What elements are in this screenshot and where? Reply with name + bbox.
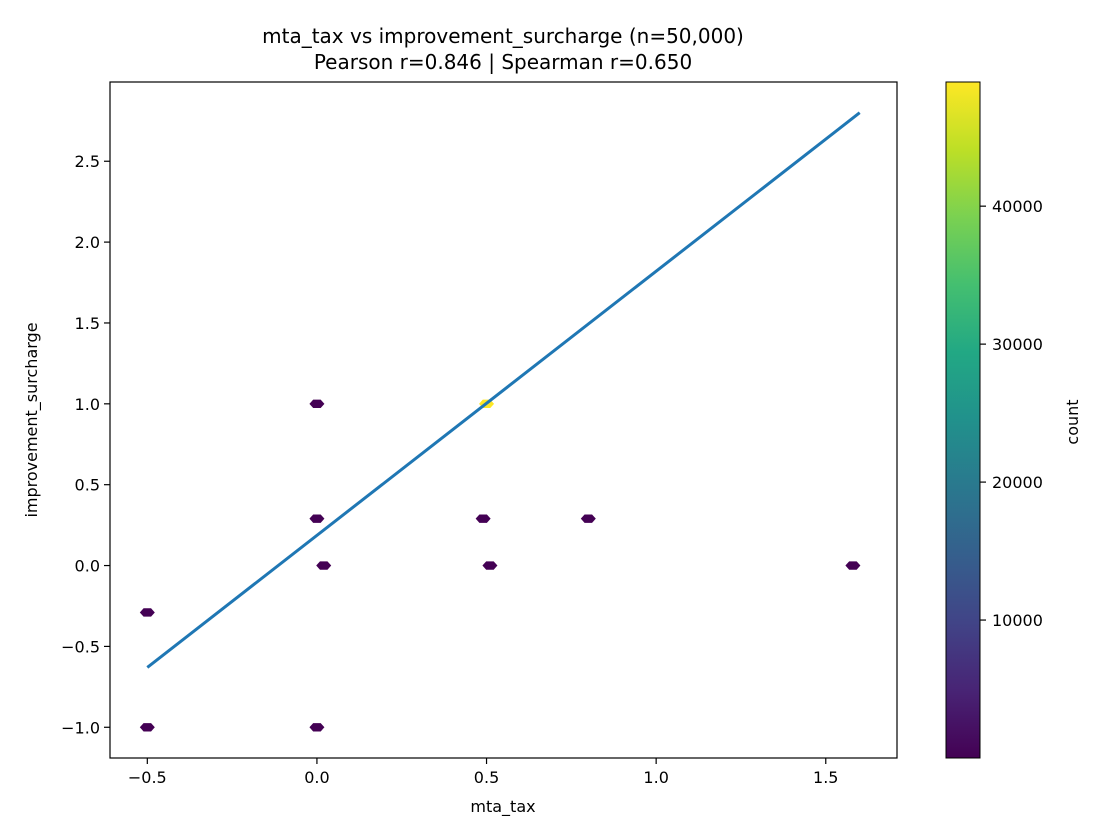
hexbin-cell — [139, 608, 155, 617]
hexbin-cell — [139, 723, 155, 732]
x-tick-label: 0.5 — [474, 768, 499, 787]
hexbin-cell — [845, 561, 861, 570]
y-axis-label: improvement_surcharge — [22, 322, 42, 517]
y-tick-label: 0.5 — [75, 476, 100, 495]
x-axis-ticks: −0.5 0.0 0.5 1.0 1.5 — [128, 758, 838, 787]
y-tick-label: −1.0 — [61, 718, 100, 737]
hexbin-cell — [482, 561, 498, 570]
colorbar: 10000 20000 30000 40000 count — [945, 81, 1082, 759]
colorbar-tick-label: 40000 — [992, 197, 1043, 216]
x-tick-label: 1.5 — [813, 768, 838, 787]
colorbar-tick-label: 30000 — [992, 335, 1043, 354]
plot-area — [139, 111, 861, 732]
chart-title: mta_tax vs improvement_surcharge (n=50,0… — [262, 24, 744, 48]
y-tick-label: 2.5 — [75, 152, 100, 171]
regression-line — [146, 111, 861, 669]
x-tick-label: −0.5 — [128, 768, 167, 787]
y-tick-label: 1.0 — [75, 395, 100, 414]
y-tick-label: 0.0 — [75, 557, 100, 576]
colorbar-label: count — [1063, 399, 1082, 444]
colorbar-ticks: 10000 20000 30000 40000 — [980, 197, 1043, 630]
hexbin-cell — [309, 723, 325, 732]
hexbin-cell — [316, 561, 332, 570]
fit-layer — [146, 111, 861, 669]
x-axis-label: mta_tax — [470, 797, 535, 817]
colorbar-gradient — [945, 81, 981, 759]
plot-frame — [109, 81, 898, 759]
hexbin-cell — [309, 514, 325, 523]
x-tick-label: 1.0 — [643, 768, 668, 787]
y-tick-label: 2.0 — [75, 233, 100, 252]
y-tick-label: −0.5 — [61, 637, 100, 656]
y-tick-label: 1.5 — [75, 314, 100, 333]
colorbar-tick-label: 20000 — [992, 473, 1043, 492]
colorbar-tick-label: 10000 — [992, 611, 1043, 630]
hexbin-cell — [309, 399, 325, 409]
y-axis-ticks: −1.0 −0.5 0.0 0.5 1.0 1.5 2.0 2.5 — [61, 152, 110, 737]
hexbin-cell — [475, 514, 491, 523]
x-tick-label: 0.0 — [304, 768, 329, 787]
hexbin-cell — [580, 514, 596, 523]
hexbin-layer — [139, 399, 861, 732]
chart-subtitle: Pearson r=0.846 | Spearman r=0.650 — [314, 50, 692, 74]
